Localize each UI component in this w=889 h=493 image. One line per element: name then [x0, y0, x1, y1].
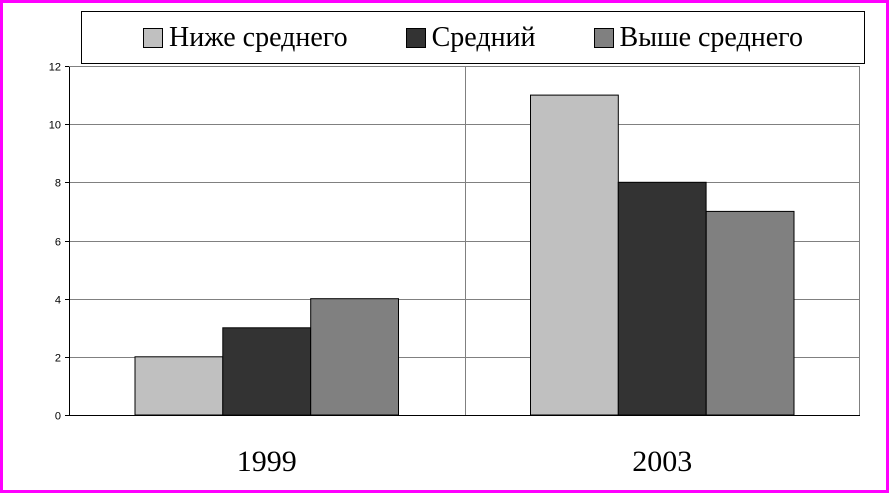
legend-label-average: Средний — [431, 21, 536, 53]
legend-swatch-above-average — [593, 27, 614, 48]
y-tick-label-8: 8 — [55, 178, 61, 190]
y-tick-label-2: 2 — [55, 353, 61, 365]
y-tick-label-12: 12 — [49, 62, 61, 74]
legend-item-average: Средний — [405, 21, 536, 54]
bar-2003-Ниже среднего — [530, 94, 619, 416]
legend-item-above-average: Выше среднего — [593, 21, 803, 54]
legend-label-above-average: Выше среднего — [619, 21, 803, 53]
bar-2003-Выше среднего — [705, 210, 795, 416]
bar-1999-Выше среднего — [310, 298, 400, 416]
y-tick-label-6: 6 — [55, 237, 61, 249]
bar-2003-Средний — [617, 181, 707, 416]
bar-1999-Ниже среднего — [134, 356, 224, 416]
legend-swatch-average — [405, 27, 426, 48]
bar-1999-Средний — [222, 327, 312, 416]
y-tick-label-10: 10 — [49, 120, 61, 132]
y-tick-label-0: 0 — [55, 411, 61, 423]
legend-item-below-average: Ниже среднего — [143, 22, 348, 54]
y-tick-label-4: 4 — [55, 295, 61, 307]
chart-legend: Ниже среднего Средний Выше среднего — [81, 11, 865, 64]
x-category-label-1999: 1999 — [237, 445, 297, 478]
legend-label-below-average: Ниже среднего — [169, 21, 348, 53]
legend-swatch-below-average — [143, 27, 164, 48]
x-category-label-2003: 2003 — [632, 445, 692, 478]
